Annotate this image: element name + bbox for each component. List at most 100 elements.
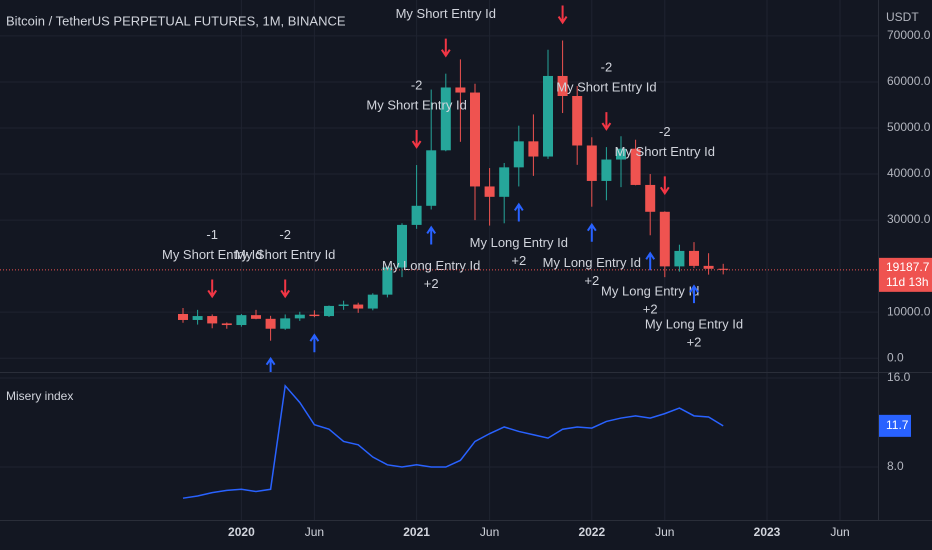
candle-body [528, 141, 539, 157]
signal-label: My Short Entry Id [235, 247, 335, 262]
signal-arrow [601, 112, 612, 131]
candle-body [543, 75, 553, 157]
candle-body [718, 268, 729, 270]
candle-body [382, 267, 393, 295]
candle-body [353, 304, 364, 309]
candle-body [703, 265, 714, 269]
candle-body [411, 205, 422, 225]
candle-body [251, 315, 261, 319]
candle-body [572, 95, 583, 146]
x-tick-label: Jun [830, 525, 849, 539]
chart-title: Bitcoin / TetherUS PERPETUAL FUTURES, 1M… [6, 13, 346, 28]
candle-body [236, 315, 247, 326]
signal-qty: -2 [659, 124, 671, 139]
candle-body [689, 250, 699, 266]
y-axis-label: USDT [886, 10, 919, 24]
signal-label: My Long Entry Id [645, 317, 743, 332]
candle-body [470, 92, 480, 187]
candle-body [280, 318, 291, 329]
candle-body [367, 294, 378, 309]
signal-arrow [207, 279, 218, 299]
last-value-box [879, 414, 911, 437]
y-tick-label: 50000.0 [887, 120, 931, 134]
signal-qty: -2 [279, 227, 291, 242]
signal-arrow [659, 176, 670, 196]
y-tick-label: 60000.0 [887, 74, 931, 88]
y-tick-label: 70000.0 [887, 28, 931, 42]
last-value-label: 11.7 [886, 418, 909, 432]
signal-arrow [411, 130, 422, 149]
signal-arrow [309, 333, 320, 353]
candle-body [192, 316, 203, 320]
candle-body [309, 314, 320, 317]
indicator-title: Misery index [6, 389, 73, 403]
candle-body [484, 186, 495, 197]
x-tick-label: Jun [480, 525, 499, 539]
candle-body [426, 150, 437, 206]
x-tick-label: Jun [655, 525, 674, 539]
signal-qty: +2 [511, 253, 526, 268]
signal-qty: -2 [411, 77, 423, 92]
signal-label: My Short Entry Id [366, 97, 466, 112]
price-pane: My Short Entry Id -1 My Short Entry Id -2 My… [0, 0, 878, 372]
candle-body [178, 313, 188, 320]
x-tick-label: Jun [305, 525, 324, 539]
signal-qty: -1 [206, 227, 218, 242]
signal-arrow [557, 5, 568, 25]
signal-arrow [586, 222, 597, 242]
candle-body [294, 314, 305, 319]
candle-body [324, 305, 334, 317]
signal-label: My Short Entry Id [162, 247, 262, 262]
signal-label: My Long Entry Id [543, 255, 641, 270]
y-tick-label: 30000.0 [887, 212, 931, 226]
candle-body [221, 323, 232, 326]
signal-label: My Long Entry Id [382, 258, 480, 273]
axes: 2020 Jun 2021 Jun 2022 Jun 2023 Jun 0.0 10000.0 30… [228, 28, 932, 539]
y-tick-label: 0.0 [887, 350, 904, 364]
signal-qty: +2 [643, 302, 658, 317]
x-tick-label: 2020 [228, 525, 255, 539]
signal-arrow [440, 38, 451, 58]
signal-arrow [426, 225, 437, 245]
signal-arrow [265, 356, 276, 372]
signal-qty: +2 [584, 273, 599, 288]
x-tick-label: 2021 [403, 525, 430, 539]
candle-body [265, 318, 276, 329]
candle-body [674, 250, 685, 267]
indicator-pane [0, 373, 878, 520]
signal-label: My Long Entry Id [470, 235, 568, 250]
signal-arrow [689, 284, 699, 304]
candle-body [645, 184, 656, 212]
signal-arrow [280, 279, 291, 299]
signal-qty: -2 [601, 60, 613, 75]
candle-body [557, 75, 568, 96]
x-tick-label: 2023 [754, 525, 781, 539]
signal-label: My Short Entry Id [556, 80, 656, 95]
signal-label: My Short Entry Id [615, 144, 715, 159]
y-tick-label: 40000.0 [887, 166, 931, 180]
candle-body [499, 167, 510, 197]
signal-arrow [645, 251, 656, 271]
signal-qty: +2 [424, 276, 439, 291]
signal-label: My Short Entry Id [396, 6, 496, 21]
candle-body [659, 211, 670, 267]
candle-body [338, 304, 349, 306]
candle-body [207, 316, 218, 324]
y-tick-label: 10000.0 [887, 304, 931, 318]
candle-body [397, 224, 407, 268]
candle-body [601, 159, 612, 181]
countdown-label: 11d 13h [886, 275, 929, 289]
candle-body [513, 141, 524, 168]
y-tick-label: 8.0 [887, 459, 904, 473]
x-tick-label: 2022 [578, 525, 605, 539]
indicator-line [182, 384, 724, 499]
signal-qty: +2 [687, 335, 702, 350]
candle-body [616, 148, 626, 160]
last-price-box [879, 257, 932, 292]
y-tick-label: 16.0 [887, 370, 911, 384]
candle-body [586, 145, 597, 181]
signal-arrow [513, 202, 524, 222]
candle-body [630, 148, 641, 185]
